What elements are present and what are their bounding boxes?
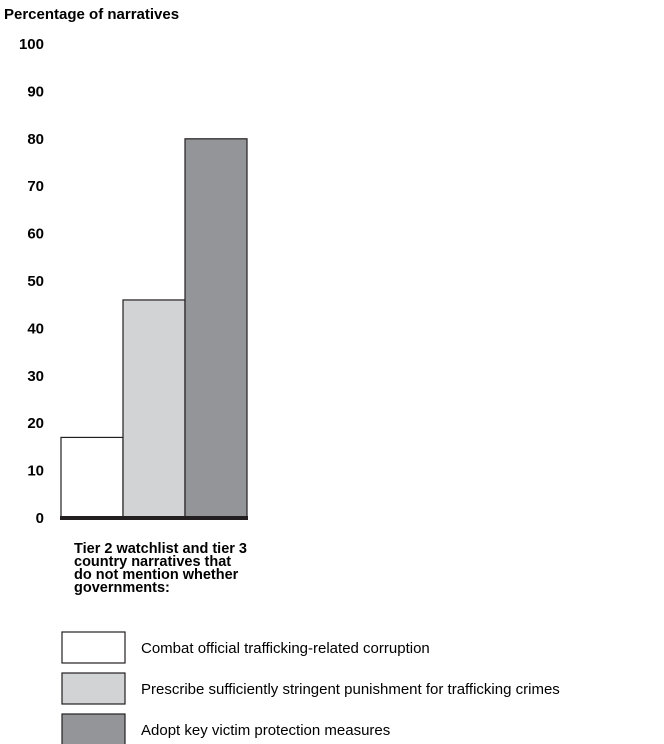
- bar: [122, 299, 186, 519]
- y-tick-label: 0: [36, 510, 44, 527]
- y-tick-label: 20: [27, 415, 44, 432]
- y-tick-label: 10: [27, 463, 44, 480]
- y-tick-label: 70: [27, 178, 44, 195]
- x-axis-caption-line: Tier 2 watchlist and tier 3: [74, 541, 247, 557]
- y-tick-label: 90: [27, 83, 44, 100]
- y-tick-labels: 0 10 20 30 40 50 60 70 80 90 100: [19, 36, 44, 527]
- y-tick-label: 40: [27, 320, 44, 337]
- legend-swatch: [61, 672, 126, 705]
- y-tick-label: 60: [27, 226, 44, 243]
- bar: [60, 436, 124, 519]
- y-axis-label: Percentage of narratives: [4, 6, 179, 23]
- x-axis-caption-line: country narratives that: [74, 554, 231, 570]
- legend: Combat official trafficking-related corr…: [61, 631, 560, 744]
- y-tick-label: 50: [27, 273, 44, 290]
- legend-label: Adopt key victim protection measures: [141, 722, 390, 739]
- y-tick-label: 100: [19, 36, 44, 53]
- bars: [60, 138, 248, 519]
- legend-swatch: [61, 713, 126, 744]
- y-tick-label: 30: [27, 368, 44, 385]
- legend-label: Prescribe sufficiently stringent punishm…: [141, 681, 560, 698]
- x-axis-caption-line: do not mention whether: [74, 567, 239, 583]
- y-tick-label: 80: [27, 131, 44, 148]
- x-axis-caption-line: governments:: [74, 580, 170, 596]
- legend-label: Combat official trafficking-related corr…: [141, 640, 430, 657]
- bar: [184, 138, 248, 519]
- legend-swatch: [61, 631, 126, 664]
